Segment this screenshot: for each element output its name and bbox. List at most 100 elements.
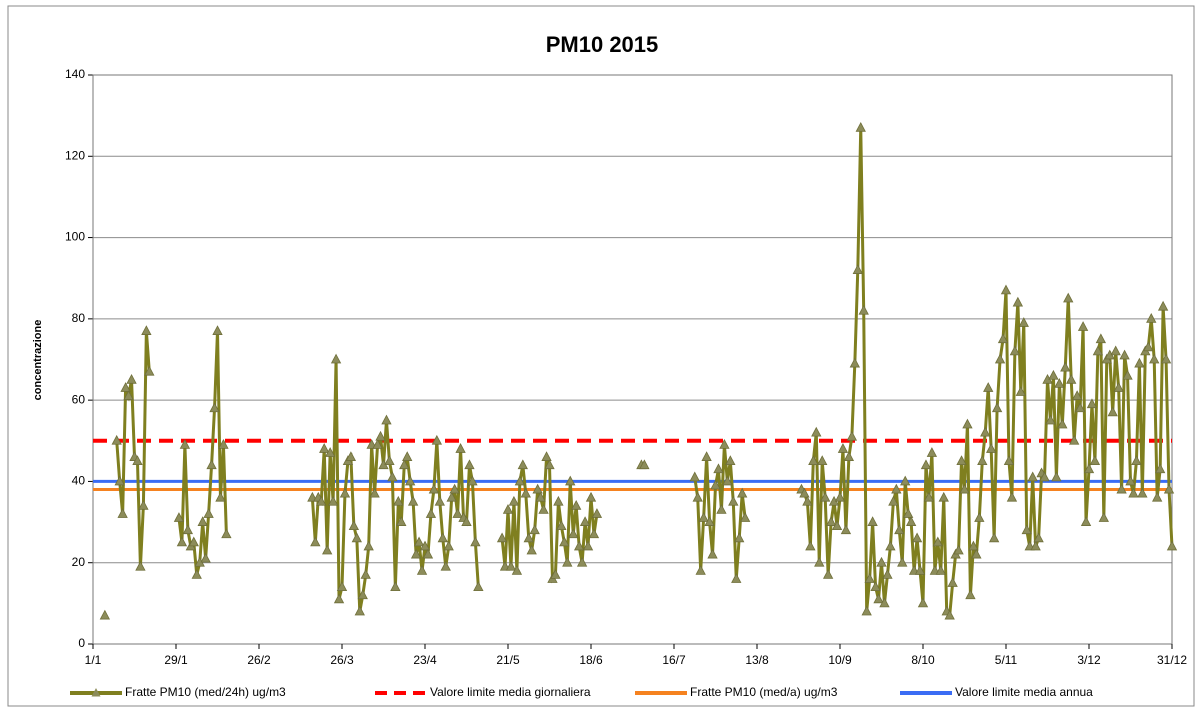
marker [562,556,573,567]
marker [526,544,537,555]
marker [333,593,345,604]
marker [805,540,816,551]
legend-label: Valore limite media annua [955,685,1093,699]
marker [814,556,825,567]
marker [731,573,742,583]
marker [182,524,194,535]
marker [891,483,902,494]
marker [885,540,896,551]
marker [888,495,899,506]
marker [882,569,893,579]
marker [707,548,718,559]
marker [135,560,146,571]
marker [873,593,884,604]
y-axis-label: concentrazione [32,320,44,401]
marker [126,373,137,384]
marker [897,556,908,567]
marker [1092,345,1104,356]
marker [339,487,351,498]
marker [1116,483,1127,494]
marker [351,532,362,543]
marker [820,491,831,502]
marker [956,455,967,466]
marker [467,475,478,486]
marker [517,459,528,470]
marker [968,540,979,551]
marker [831,520,843,531]
marker [1077,321,1089,331]
marker [1027,471,1038,482]
marker [422,548,434,559]
y-tick-label: 80 [72,311,86,325]
marker [375,430,386,441]
marker [434,495,445,506]
marker [215,491,226,502]
marker [322,544,333,555]
x-tick-label: 23/4 [413,653,437,667]
marker [319,443,330,453]
marker [544,459,555,470]
marker [431,434,443,445]
marker [713,463,724,474]
marker [327,495,339,506]
marker [559,536,570,547]
marker [381,414,392,425]
marker [144,365,155,376]
marker [689,471,700,482]
marker [197,516,208,526]
marker [372,438,383,449]
y-tick-label: 60 [72,392,86,406]
marker [1057,418,1068,429]
marker [971,548,982,559]
marker [1074,402,1086,413]
x-tick-label: 13/8 [745,653,769,667]
marker [212,325,223,335]
marker [864,573,875,583]
marker [991,402,1003,413]
x-tick-label: 5/11 [995,653,1018,667]
x-tick-label: 1/1 [85,653,102,667]
marker [1146,313,1157,323]
marker [413,536,425,547]
marker [1110,345,1121,356]
plot-area [92,74,1173,645]
marker [1089,455,1101,466]
marker [1113,382,1124,392]
marker [1033,532,1044,543]
marker [903,508,914,518]
marker [473,581,484,591]
marker [1122,369,1133,380]
marker [1000,284,1012,295]
marker [698,512,709,522]
marker [1060,361,1071,372]
marker [840,524,852,535]
x-tick-label: 16/7 [662,653,686,667]
marker [980,426,991,437]
marker [565,475,576,486]
marker [585,491,597,502]
marker [822,569,834,579]
marker [905,516,917,526]
marker [556,520,567,531]
marker [852,264,863,274]
marker [965,589,976,600]
marker [114,475,125,486]
marker [692,491,703,502]
marker [369,487,380,498]
marker [725,455,736,466]
marker [553,495,564,506]
marker [870,581,881,591]
marker [176,536,188,547]
marker [932,536,943,547]
x-tick-label: 10/9 [828,653,852,667]
x-tick-label: 26/2 [247,653,271,667]
marker [579,516,591,526]
marker [550,569,561,579]
x-tick-label: 3/12 [1077,653,1101,667]
marker [1066,373,1077,384]
marker [1006,491,1018,502]
marker [1018,317,1029,327]
marker [1131,455,1142,466]
marker [959,483,970,494]
